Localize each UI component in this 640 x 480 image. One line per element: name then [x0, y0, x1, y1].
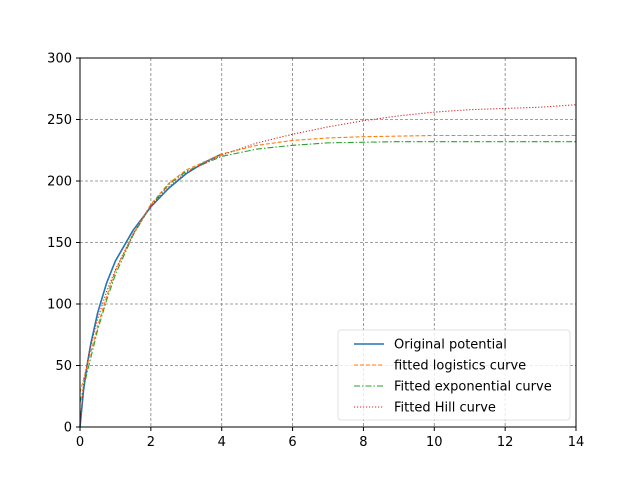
series-line-fitted-exponential-curve	[79, 141, 576, 403]
y-tick-label: 0	[64, 421, 72, 436]
legend-label: Fitted exponential curve	[394, 380, 552, 395]
legend-label: Fitted Hill curve	[394, 401, 496, 416]
series-line-fitted-logistics-curve	[79, 134, 576, 393]
x-tick-label: 10	[426, 435, 443, 450]
y-tick-label: 100	[47, 298, 72, 313]
series-line-fitted-hill-curve	[79, 104, 577, 428]
legend-box	[337, 329, 571, 421]
legend-label: fitted logistics curve	[394, 359, 526, 374]
x-tick-label: 12	[497, 435, 514, 450]
legend-label: Original potential	[394, 338, 507, 353]
y-tick-label: 300	[47, 52, 72, 67]
x-tick-label: 2	[147, 435, 155, 450]
x-tick-label: 0	[76, 435, 84, 450]
y-tick-label: 50	[55, 359, 72, 374]
y-tick-label: 150	[47, 236, 72, 251]
y-tick-label: 200	[47, 175, 72, 190]
x-tick-label: 4	[218, 435, 226, 450]
x-tick-label: 8	[359, 435, 367, 450]
axis-ticks: 0 2 4 6 8 10 12 14 0 50 100 150 200 250 300	[47, 52, 584, 451]
x-tick-label: 14	[568, 435, 585, 450]
x-tick-label: 6	[288, 435, 296, 450]
plot-lines	[79, 104, 577, 428]
y-tick-label: 250	[47, 113, 72, 128]
legend: Original potential fitted logistics curve…	[337, 329, 571, 421]
